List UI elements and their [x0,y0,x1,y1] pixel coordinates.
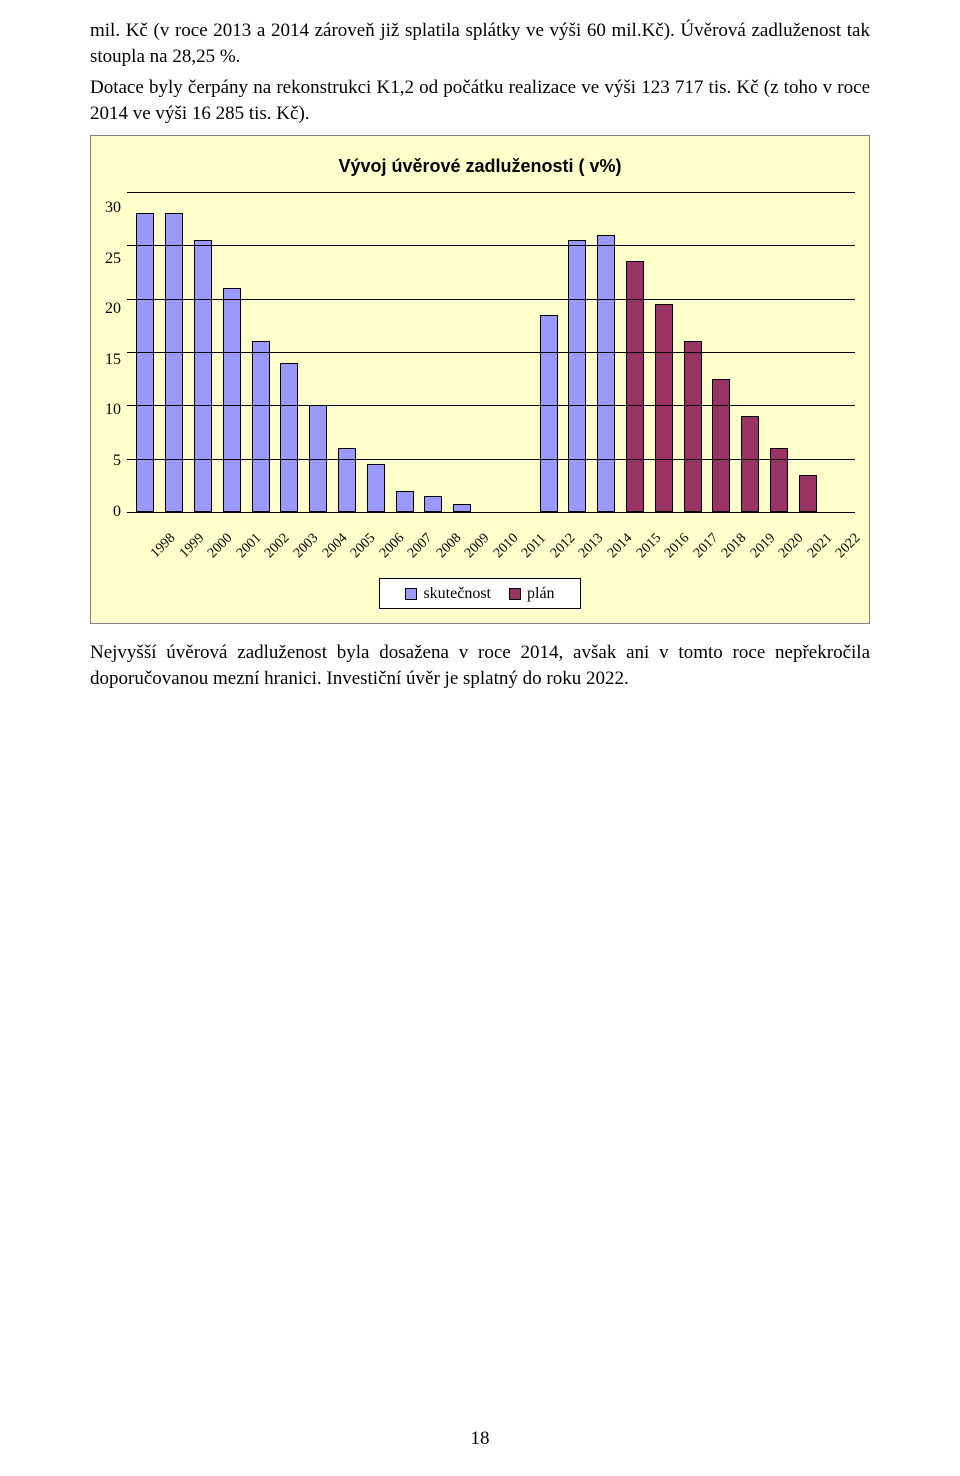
y-tick-label: 25 [105,251,121,267]
x-tick-label: 2012 [547,537,573,563]
chart-bar [453,504,471,511]
x-tick-label: 2008 [433,537,459,563]
chart-bar [252,341,270,512]
y-tick-label: 10 [105,402,121,418]
grid-line [127,405,855,406]
chart-plot-area [127,192,855,513]
grid-line [127,299,855,300]
x-tick-label: 2020 [776,537,802,563]
x-tick-label: 2016 [661,537,687,563]
x-tick-label: 2006 [376,537,402,563]
y-tick-label: 20 [105,301,121,317]
x-tick-label: 2000 [205,537,231,563]
x-tick-label: 2014 [604,537,630,563]
legend-swatch [405,588,417,600]
chart-bar [712,379,730,512]
x-tick-label: 2013 [576,537,602,563]
legend-item: skutečnost [405,583,491,605]
x-tick-label: 2018 [718,537,744,563]
x-tick-label: 2001 [233,537,259,563]
grid-line [127,245,855,246]
x-tick-label: 2022 [833,537,859,563]
grid-line [127,459,855,460]
x-tick-label: 2010 [490,537,516,563]
x-tick-label: 2004 [319,537,345,563]
chart-bar [770,448,788,512]
chart-bar [597,235,615,512]
chart-bar [367,464,385,512]
grid-line [127,352,855,353]
legend-item: plán [509,583,555,605]
chart-legend: skutečnost plán [379,578,581,610]
chart-bar [165,213,183,512]
grid-line [127,192,855,193]
chart-y-axis: 302520151050 [105,192,127,512]
chart-plot-row: 302520151050 [105,192,855,513]
y-tick-label: 15 [105,352,121,368]
x-tick-label: 1999 [176,537,202,563]
chart-bar [741,416,759,512]
chart-bar [799,475,817,512]
y-tick-label: 5 [113,453,121,469]
chart-bar [280,363,298,512]
x-tick-label: 1998 [148,537,174,563]
y-tick-label: 30 [105,200,121,216]
legend-swatch [509,588,521,600]
y-tick-label: 0 [113,504,121,520]
chart-bar [194,240,212,512]
x-tick-label: 2021 [804,537,830,563]
chart-bar [655,304,673,512]
x-tick-label: 2017 [690,537,716,563]
chart-container: Vývoj úvěrové zadluženosti ( v%) 3025201… [90,135,870,625]
x-tick-label: 2011 [519,537,545,563]
x-tick-label: 2005 [347,537,373,563]
chart-title: Vývoj úvěrové zadluženosti ( v%) [105,154,855,178]
chart-bar [136,213,154,512]
x-tick-label: 2002 [262,537,288,563]
page-number: 18 [0,1426,960,1452]
chart-bar [396,491,414,512]
chart-bar [568,240,586,512]
chart-bar [684,341,702,512]
x-tick-label: 2003 [290,537,316,563]
x-tick-label: 2007 [404,537,430,563]
paragraph-3: Nejvyšší úvěrová zadluženost byla dosaže… [90,640,870,691]
chart-bar [223,288,241,512]
chart-bar [540,315,558,512]
chart-x-axis: 1998199920002001200220032004200520062007… [133,513,855,538]
x-tick-label: 2015 [633,537,659,563]
paragraph-1: mil. Kč (v roce 2013 a 2014 zároveň již … [90,18,870,69]
chart-bar [338,448,356,512]
paragraph-2: Dotace byly čerpány na rekonstrukci K1,2… [90,75,870,126]
x-tick-label: 2019 [747,537,773,563]
x-tick-label: 2009 [462,537,488,563]
legend-label: plán [527,583,555,605]
legend-label: skutečnost [423,583,491,605]
chart-bar [424,496,442,512]
